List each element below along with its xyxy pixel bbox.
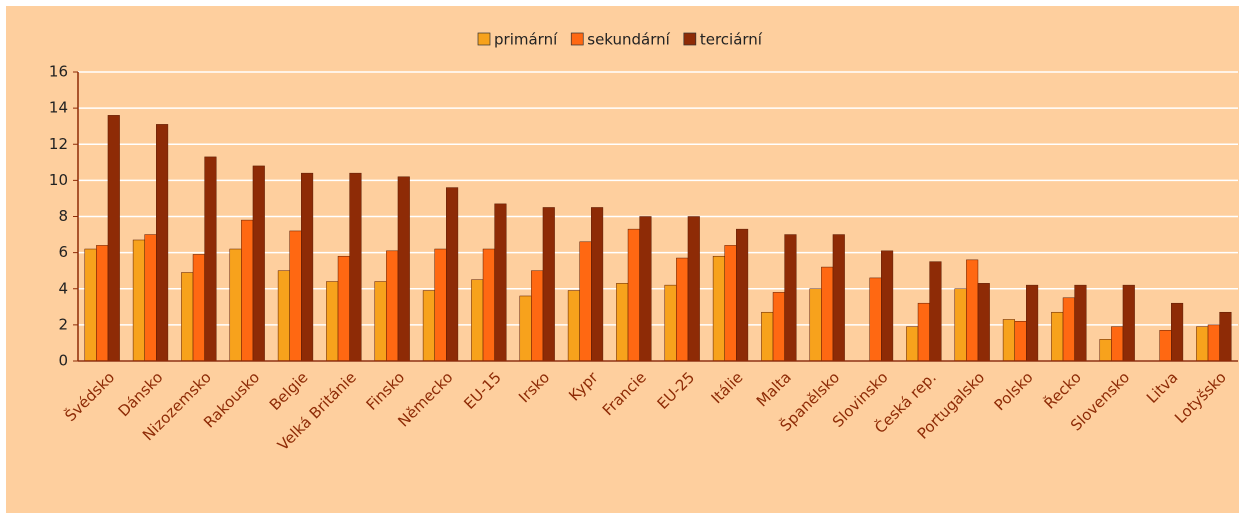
y-tick-label: 6 <box>58 243 68 261</box>
bar <box>881 250 894 362</box>
bar <box>954 288 967 362</box>
bar <box>687 216 700 362</box>
bar <box>917 302 930 362</box>
bar <box>929 261 942 362</box>
bar <box>712 255 725 362</box>
bar <box>1051 311 1064 362</box>
chart-background <box>6 6 1239 513</box>
legend: primární sekundární terciární <box>477 31 763 49</box>
bar <box>107 115 120 362</box>
bar <box>567 290 580 362</box>
bar <box>736 228 749 362</box>
bar <box>1219 311 1232 362</box>
bar <box>84 248 97 362</box>
bar <box>1171 302 1184 362</box>
bar <box>1026 284 1039 362</box>
legend-label: primární <box>494 31 558 49</box>
bar <box>386 250 399 362</box>
bar <box>519 295 532 362</box>
bar <box>1002 319 1015 362</box>
bar <box>422 290 435 362</box>
bar <box>784 234 797 362</box>
bar <box>724 245 737 362</box>
bar <box>96 245 109 362</box>
legend-label: terciární <box>700 31 763 49</box>
y-tick-label: 4 <box>58 279 68 297</box>
legend-label: sekundární <box>587 31 670 49</box>
bar <box>1196 326 1209 362</box>
legend-swatch <box>683 32 697 46</box>
y-tick-label: 0 <box>58 352 68 370</box>
bar <box>977 283 990 362</box>
bar <box>397 176 410 362</box>
bar <box>289 230 302 362</box>
legend-swatch <box>570 32 584 46</box>
bar <box>627 228 640 362</box>
bar <box>494 203 507 362</box>
bar <box>337 255 350 362</box>
bar <box>156 124 169 362</box>
bar <box>301 172 314 362</box>
bar <box>192 254 205 362</box>
bar <box>204 156 217 362</box>
bar <box>277 270 290 362</box>
bar <box>132 239 145 362</box>
bar <box>471 279 484 362</box>
bar <box>241 219 254 362</box>
bar <box>446 187 459 362</box>
bar <box>579 241 592 362</box>
bar <box>181 272 194 362</box>
bar <box>349 172 362 362</box>
bar <box>906 326 919 362</box>
y-tick-label: 16 <box>49 63 68 81</box>
bar <box>591 207 604 362</box>
bar <box>374 281 387 362</box>
bar <box>1111 326 1124 362</box>
bar <box>676 257 689 362</box>
legend-swatch <box>477 32 491 46</box>
bar <box>482 248 495 362</box>
bar <box>1074 284 1087 362</box>
bar <box>832 234 845 362</box>
bar <box>772 292 785 362</box>
bar <box>229 248 242 362</box>
bar <box>664 284 677 362</box>
bar <box>252 165 265 362</box>
bar <box>869 277 882 362</box>
bar <box>616 283 629 362</box>
bar <box>1099 339 1112 362</box>
bar <box>531 270 544 362</box>
bar <box>542 207 555 362</box>
bar <box>761 311 774 362</box>
bar <box>639 216 652 362</box>
bar <box>1159 330 1172 362</box>
bar <box>1062 297 1075 362</box>
bar <box>434 248 447 362</box>
y-tick-label: 2 <box>58 315 68 333</box>
y-tick-label: 10 <box>49 171 68 189</box>
bar <box>1014 321 1027 362</box>
y-tick-label: 8 <box>58 207 68 225</box>
bar <box>821 266 834 362</box>
bar <box>1207 324 1220 362</box>
bar <box>144 234 157 362</box>
bar <box>966 259 979 362</box>
bar <box>326 281 339 362</box>
bar <box>809 288 822 362</box>
y-tick-label: 12 <box>49 135 68 153</box>
y-tick-label: 14 <box>49 99 68 117</box>
bar <box>1122 284 1135 362</box>
